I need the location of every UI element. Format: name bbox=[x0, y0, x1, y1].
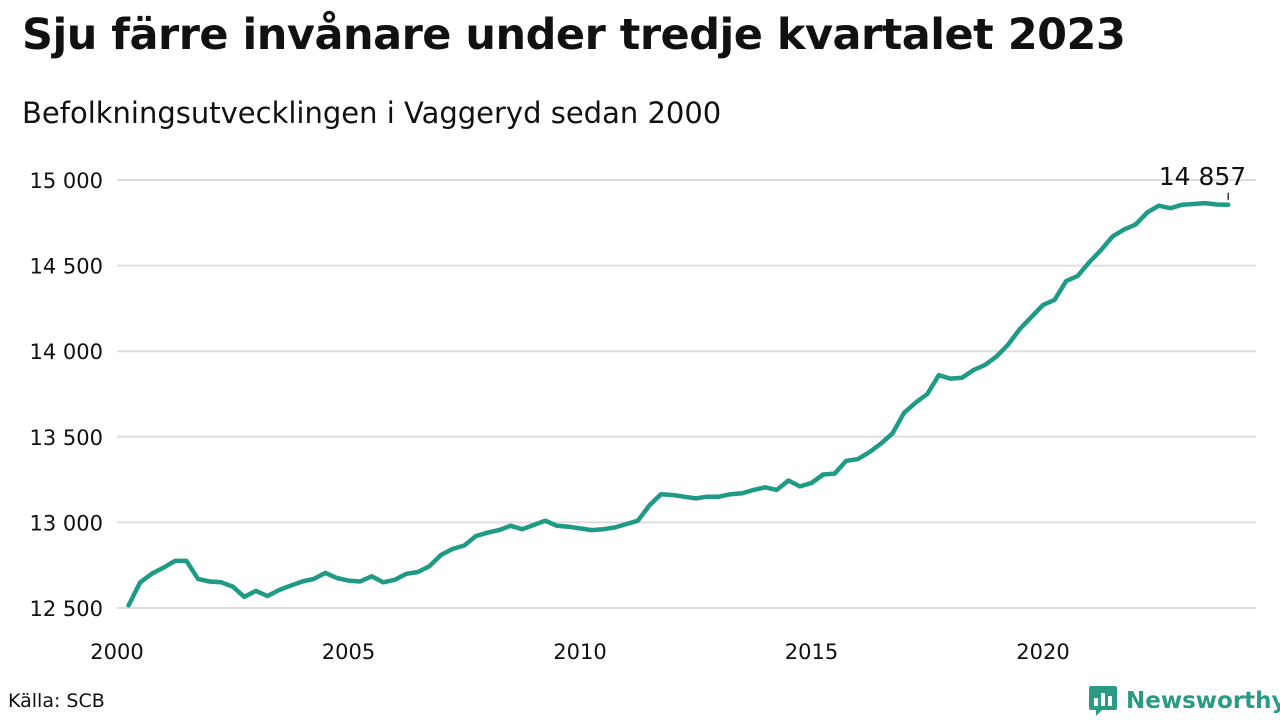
x-tick-label: 2005 bbox=[322, 640, 375, 664]
series-layer bbox=[126, 200, 1231, 608]
x-axis-tick-labels: 2000 2005 2010 2015 2020 bbox=[90, 640, 1069, 664]
x-tick-label: 2015 bbox=[785, 640, 838, 664]
chart-subtitle: Befolkningsutvecklingen i Vaggeryd sedan… bbox=[22, 96, 722, 130]
x-tick-label: 2010 bbox=[553, 640, 606, 664]
brand-logo: Newsworthy bbox=[1088, 684, 1280, 718]
x-tick-label: 2020 bbox=[1016, 640, 1069, 664]
y-axis-tick-labels: 12 500 13 000 13 500 14 000 14 500 15 000 bbox=[30, 169, 103, 621]
y-tick-label: 14 500 bbox=[30, 255, 103, 279]
population-line bbox=[126, 200, 1231, 608]
y-tick-label: 12 500 bbox=[30, 597, 103, 621]
chart-title: Sju färre invånare under tredje kvartale… bbox=[22, 10, 1126, 60]
source-note: Källa: SCB bbox=[8, 690, 105, 712]
x-tick-label: 2000 bbox=[90, 640, 143, 664]
brand-name: Newsworthy bbox=[1126, 688, 1280, 714]
annotations: 14 857 bbox=[1159, 162, 1246, 200]
y-tick-label: 13 500 bbox=[30, 426, 103, 450]
newsworthy-logo-icon bbox=[1089, 686, 1117, 716]
y-tick-label: 15 000 bbox=[30, 169, 103, 193]
y-tick-label: 14 000 bbox=[30, 340, 103, 364]
gridlines bbox=[117, 179, 1256, 609]
end-value-label: 14 857 bbox=[1159, 162, 1246, 191]
y-tick-label: 13 000 bbox=[30, 511, 103, 535]
